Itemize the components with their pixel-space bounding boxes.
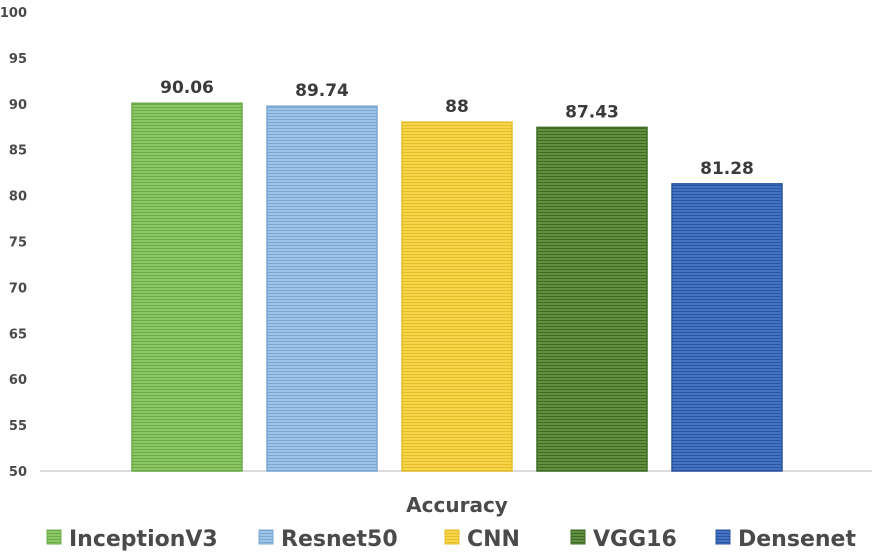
y-tick-label: 65	[9, 327, 27, 342]
bars	[131, 102, 783, 472]
bar-resnet50	[266, 105, 378, 472]
y-tick-label: 80	[9, 190, 27, 205]
legend-item-cnn: CNN	[444, 527, 520, 552]
legend: InceptionV3 Resnet50 CNN VGG16 Densenet	[46, 527, 856, 552]
y-tick-label: 100	[0, 6, 27, 21]
legend-swatch-inceptionv3	[46, 529, 62, 545]
y-tick-label: 70	[9, 281, 27, 296]
legend-item-resnet50: Resnet50	[258, 527, 398, 552]
y-axis-ticks: 50 55 60 65 70 75 80 85 90 95 100	[0, 6, 27, 480]
bar-cnn	[401, 121, 513, 472]
bar-densenet	[671, 183, 783, 472]
x-axis-label: Accuracy	[406, 493, 508, 517]
legend-swatch-vgg16	[570, 529, 586, 545]
data-labels: 90.06 89.74 88 87.43 81.28	[160, 78, 754, 179]
y-tick-label: 55	[9, 419, 27, 434]
y-tick-label: 85	[9, 144, 27, 159]
legend-swatch-cnn	[444, 529, 460, 545]
legend-swatch-resnet50	[258, 529, 274, 545]
legend-label-resnet50: Resnet50	[281, 527, 398, 552]
y-tick-label: 90	[9, 98, 27, 113]
legend-swatch-densenet	[715, 529, 731, 545]
legend-item-inceptionv3: InceptionV3	[46, 527, 218, 552]
y-tick-label: 95	[9, 52, 27, 67]
data-label-densenet: 81.28	[700, 159, 754, 179]
legend-label-inceptionv3: InceptionV3	[69, 527, 218, 552]
legend-label-vgg16: VGG16	[593, 527, 677, 552]
legend-label-cnn: CNN	[467, 527, 520, 552]
legend-item-densenet: Densenet	[715, 527, 856, 552]
data-label-inceptionv3: 90.06	[160, 78, 214, 98]
data-label-vgg16: 87.43	[565, 102, 619, 122]
legend-label-densenet: Densenet	[738, 527, 856, 552]
y-tick-label: 50	[9, 465, 27, 480]
bar-inceptionv3	[131, 102, 243, 472]
bar-vgg16	[536, 126, 648, 472]
data-label-resnet50: 89.74	[295, 81, 349, 101]
legend-item-vgg16: VGG16	[570, 527, 677, 552]
y-tick-label: 75	[9, 236, 27, 251]
data-label-cnn: 88	[445, 97, 469, 117]
y-tick-label: 60	[9, 373, 27, 388]
